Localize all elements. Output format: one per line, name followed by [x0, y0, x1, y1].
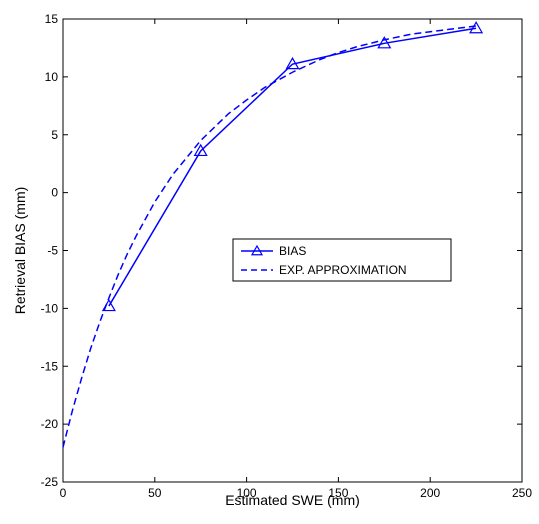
data-point-triangle-icon [285, 56, 300, 70]
x-tick-label: 50 [148, 486, 162, 500]
legend: BIAS EXP. APPROXIMATION [232, 238, 452, 282]
axis-ticks: 0 50 100 150 200 250 -25 -20 -15 -10 -5 0 5 10 15 [41, 12, 533, 500]
y-axis-label: Retrieval BIAS (mm) [12, 187, 28, 315]
y-tick-label: 10 [45, 70, 59, 84]
series-line-bias [108, 27, 477, 307]
series-layer [62, 21, 484, 448]
legend-triangle-marker-icon [250, 244, 264, 256]
y-tick-label: -15 [41, 359, 59, 373]
data-point-triangle-icon [469, 21, 484, 34]
x-tick-label: 200 [420, 486, 440, 500]
x-tick-label: 150 [328, 486, 348, 500]
y-tick-label: -20 [41, 417, 59, 431]
x-tick-label: 250 [512, 486, 532, 500]
data-point-triangle-icon [377, 36, 392, 49]
y-tick-label: -10 [41, 301, 59, 315]
x-tick-label: 0 [60, 486, 67, 500]
legend-box [232, 238, 452, 282]
y-tick-label: -25 [41, 475, 59, 489]
y-tick-label: -5 [47, 244, 58, 258]
legend-label-exp-approximation: EXP. APPROXIMATION [279, 263, 407, 277]
x-tick-label: 100 [237, 486, 257, 500]
legend-label-bias: BIAS [279, 244, 306, 258]
data-point-triangle-icon [193, 143, 208, 157]
y-tick-label: 15 [45, 12, 59, 26]
y-tick-label: 0 [51, 186, 58, 200]
y-tick-label: 5 [51, 128, 58, 142]
series-line-exp-approximation [62, 25, 477, 448]
x-axis-label: Estimated SWE (mm) [225, 492, 360, 508]
